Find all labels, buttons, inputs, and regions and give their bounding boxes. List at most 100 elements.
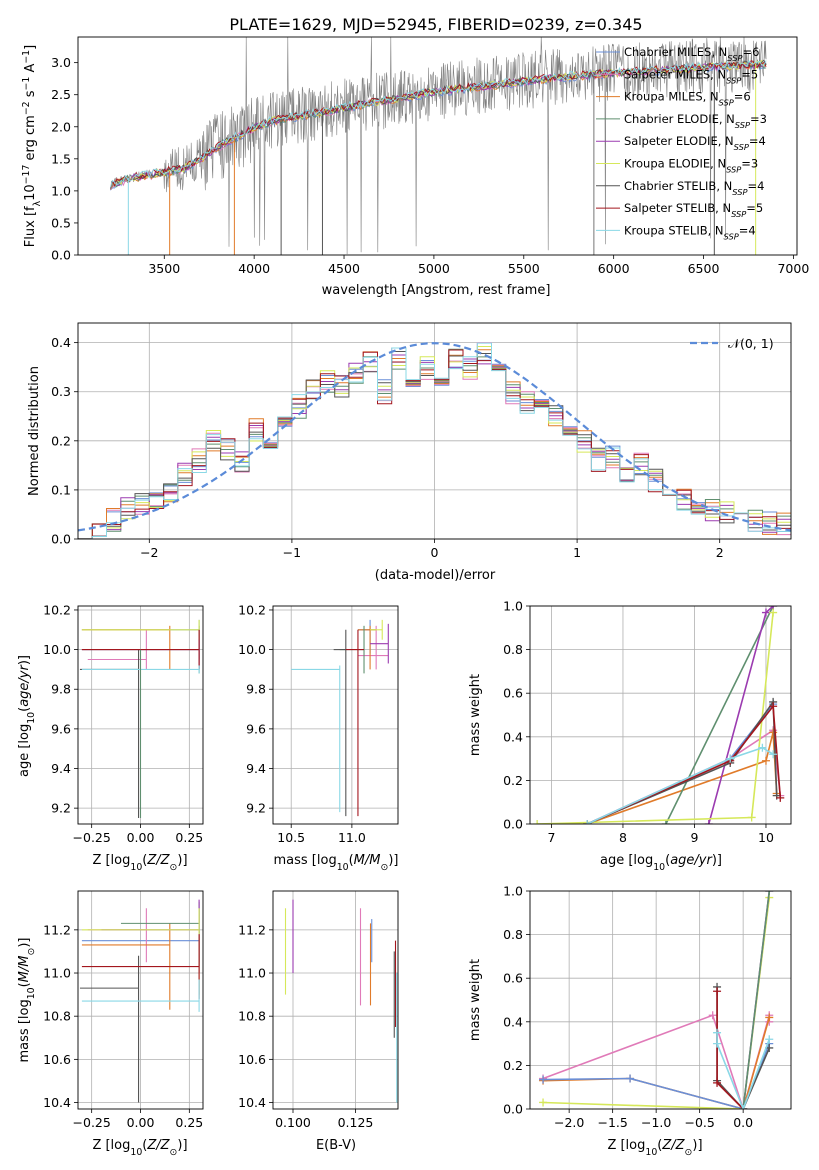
x-tick-label: 3500 [148, 261, 180, 276]
y-tick-label: 9.6 [246, 721, 266, 736]
legend-entry: Chabrier ELODIE, NSSP=3 [624, 112, 767, 130]
chart-panel: −2 −1 0 1 2 0.0 0.1 0.2 0.3 0.4 [51, 322, 792, 560]
axes-frame [77, 36, 798, 256]
y-tick-label: 0.0 [51, 248, 71, 263]
legend-entry: Salpeter ELODIE, NSSP=4 [624, 134, 766, 152]
x-tick-label: −0.5 [684, 1115, 714, 1130]
x-tick-label: 1 [573, 545, 581, 560]
x-tick-label: 4500 [328, 261, 360, 276]
x-axis-label: Z [log10(Z/Z⊙)] [92, 1138, 187, 1158]
x-tick-label: 0.0 [733, 1115, 753, 1130]
data-point-marker [626, 1074, 635, 1083]
plot-area [109, 37, 767, 255]
y-axis-label: Flux [fλ10−17 erg cm−2 s−1 A−1] [21, 45, 43, 247]
data-point-marker [713, 1028, 722, 1037]
plot-area [291, 619, 389, 817]
legend-entry: 𝒩(0, 1) [728, 336, 774, 351]
y-tick-label: 10.4 [43, 1095, 71, 1110]
x-tick-label: 0.00 [127, 1115, 155, 1130]
y-tick-label: 0.6 [503, 971, 523, 986]
y-tick-label: 9.6 [51, 721, 71, 736]
y-tick-label: 10.8 [238, 1009, 266, 1024]
x-axis-label: mass [log10(M/M⊙)] [274, 853, 399, 873]
y-tick-label: 0.4 [503, 729, 523, 744]
legend-entry: Kroupa STELIB, NSSP=4 [624, 223, 756, 241]
axes-frame [77, 322, 792, 540]
y-tick-label: 0.0 [503, 1102, 523, 1117]
mass-weight-line [586, 699, 778, 824]
data-point-marker [765, 891, 774, 895]
x-tick-label: 0.100 [275, 1115, 311, 1130]
data-point-marker [761, 756, 770, 765]
y-tick-label: 0.0 [51, 532, 71, 547]
x-tick-label: 7 [547, 830, 555, 845]
figure-title: PLATE=1629, MJD=52945, FIBERID=0239, z=0… [229, 15, 642, 34]
legend-entry: Kroupa ELODIE, NSSP=3 [624, 157, 758, 175]
axes-frame [529, 605, 792, 825]
y-axis-label: mass [log10(M/M⊙)] [17, 938, 37, 1063]
x-tick-label: 10 [758, 830, 774, 845]
plot-area [78, 342, 791, 539]
x-tick-label: 7000 [777, 261, 809, 276]
data-point-marker [765, 1013, 774, 1022]
y-tick-label: 3.0 [51, 55, 71, 70]
chart-panel: 10.5 11.0 9.2 9.4 9.6 9.8 10.0 10.2 [238, 602, 399, 845]
y-axis-label: mass weight [468, 674, 483, 756]
x-tick-label: 11.0 [338, 830, 366, 845]
chart-panel: 3500 4000 4500 5000 5500 6000 6500 7000 0.0 0.5 1.… [51, 36, 809, 276]
x-tick-label: 4000 [238, 261, 270, 276]
data-point-marker [769, 702, 778, 711]
y-tick-label: 9.4 [51, 761, 71, 776]
y-tick-label: 9.2 [51, 801, 71, 816]
chart-panel: 7 8 9 10 0.0 0.2 0.4 0.6 0.8 1.0 [503, 599, 792, 845]
x-tick-label: −1 [283, 545, 301, 560]
axes-frame [77, 605, 204, 825]
x-axis-label: wavelength [Angstrom, rest frame] [322, 283, 551, 298]
data-point-marker [583, 820, 592, 824]
x-axis-label: Z [log10(Z/Z⊙)] [92, 853, 187, 873]
mass-weight-line [586, 703, 774, 824]
y-tick-label: 0.5 [51, 215, 71, 230]
data-point-marker [758, 743, 767, 752]
y-tick-label: 1.5 [51, 151, 71, 166]
y-tick-label: 11.2 [238, 922, 266, 937]
y-tick-label: 10.4 [238, 1095, 266, 1110]
y-axis-label: mass weight [468, 959, 483, 1041]
y-tick-label: 0.2 [51, 433, 71, 448]
gaussian-curve [78, 342, 791, 532]
y-tick-label: 0.8 [503, 927, 523, 942]
y-tick-label: 0.4 [503, 1014, 523, 1029]
axes-frame [529, 890, 792, 1110]
plot-area [533, 606, 785, 824]
y-tick-label: 10.0 [43, 642, 71, 657]
y-tick-label: 1.0 [51, 183, 71, 198]
y-axis-label: age [log10(age/yr)] [17, 655, 37, 777]
legend-entry: Chabrier STELIB, NSSP=4 [624, 179, 764, 197]
data-point-marker [539, 1098, 548, 1107]
y-tick-label: 1.0 [503, 884, 523, 899]
y-tick-label: 0.8 [503, 642, 523, 657]
data-point-marker [769, 750, 778, 759]
data-point-marker [769, 608, 778, 617]
x-tick-label: −0.25 [73, 830, 111, 845]
x-tick-label: 6500 [688, 261, 720, 276]
y-tick-label: 10.0 [238, 642, 266, 657]
x-tick-label: 8 [619, 830, 627, 845]
data-point-marker [726, 754, 735, 763]
legend: Chabrier MILES, NSSP=6 Salpeter MILES, NS… [596, 45, 767, 241]
legend-entry: Kroupa MILES, NSSP=6 [624, 90, 751, 108]
chart-panel: 0.100 0.125 10.4 10.6 10.8 11.0 11.2 [238, 890, 399, 1130]
data-point-marker [533, 820, 542, 824]
axes-frame [272, 605, 399, 825]
x-tick-label: 10.5 [277, 830, 305, 845]
plot-area [79, 899, 200, 1103]
data-point-marker [713, 1039, 722, 1048]
x-tick-label: 5500 [508, 261, 540, 276]
y-axis-label: Normed distribution [27, 366, 42, 496]
x-tick-label: 0 [431, 545, 439, 560]
chart-panel: −0.25 0.00 0.25 9.2 9.4 9.6 9.8 10.0 10.2 [43, 602, 204, 845]
y-tick-label: 1.0 [503, 599, 523, 614]
y-tick-label: 0.1 [51, 482, 71, 497]
y-tick-label: 0.6 [503, 686, 523, 701]
y-tick-label: 10.6 [43, 1052, 71, 1067]
